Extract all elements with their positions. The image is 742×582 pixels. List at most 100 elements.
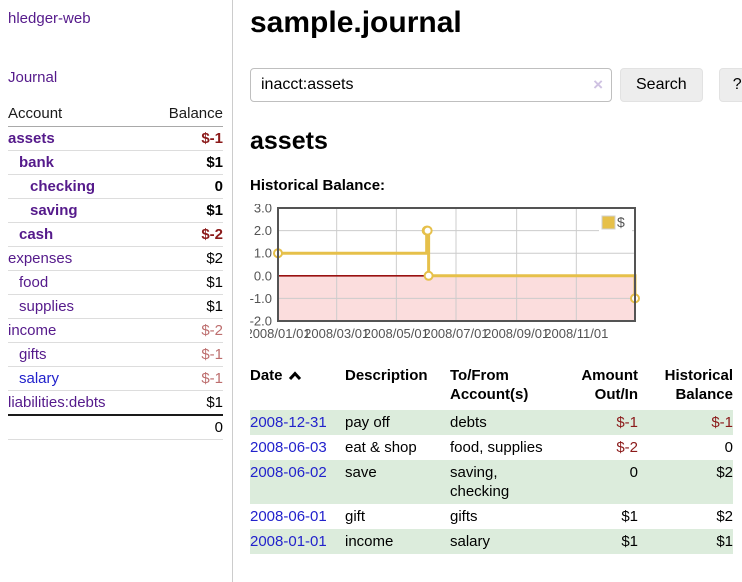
register-header-amount: Amount Out/In	[581, 367, 638, 403]
transaction-date-link[interactable]: 2008-06-03	[250, 439, 327, 456]
account-row: gifts $-1	[8, 342, 223, 367]
transaction-accounts: salary	[450, 529, 568, 554]
accounts-total-value: 0	[146, 414, 223, 440]
register-header-accounts: To/From Account(s)	[450, 367, 529, 403]
svg-text:2008/01/01: 2008/01/01	[250, 326, 311, 341]
sidebar-item-journal[interactable]: Journal	[8, 69, 58, 86]
account-balance: 0	[146, 174, 223, 199]
transaction-description: save	[345, 460, 450, 504]
account-row: supplies $1	[8, 294, 223, 319]
account-link[interactable]: food	[19, 274, 49, 291]
account-row: saving $1	[8, 198, 223, 223]
account-row: bank $1	[8, 150, 223, 175]
svg-text:2008/11/01: 2008/11/01	[544, 326, 608, 341]
account-row: income $-2	[8, 318, 223, 343]
register-header-row: Date Description To/From Account(s) Amou…	[250, 364, 733, 410]
transaction-description: pay off	[345, 410, 450, 435]
account-balance: $-2	[146, 318, 223, 343]
transaction-accounts: food, supplies	[450, 439, 543, 456]
account-balance: $1	[146, 294, 223, 319]
transaction-description: income	[345, 529, 450, 554]
account-link[interactable]: cash	[19, 226, 54, 243]
transaction-accounts: gifts	[450, 508, 478, 525]
svg-text:2008/03/01: 2008/03/01	[304, 326, 369, 341]
svg-text:3.0: 3.0	[254, 204, 272, 216]
accounts-header-row: Account Balance	[8, 101, 223, 127]
register-row: 2008-06-02 save saving, checking 0 $2	[250, 460, 733, 504]
transaction-date-link[interactable]: 2008-12-31	[250, 414, 327, 431]
accounts-total-row: 0	[8, 414, 223, 440]
register-row: 2008-06-01 gift gifts $1 $2	[250, 504, 733, 529]
accounts-header-balance: Balance	[146, 101, 223, 127]
transaction-amount: $-1	[568, 410, 646, 435]
svg-text:-2.0: -2.0	[250, 314, 272, 329]
account-balance: $1	[206, 394, 223, 411]
account-link[interactable]: expenses	[8, 250, 73, 267]
account-row: food $1	[8, 270, 223, 295]
account-link[interactable]: salary	[19, 370, 60, 387]
chart-title: Historical Balance:	[250, 177, 386, 194]
account-row: cash $-2	[8, 222, 223, 247]
transaction-balance: $2	[716, 508, 733, 525]
register-header-description: Description	[345, 367, 428, 384]
app-brand-link[interactable]: hledger-web	[8, 10, 91, 27]
svg-text:2008/09/01: 2008/09/01	[484, 326, 549, 341]
account-link[interactable]: saving	[30, 202, 78, 219]
transaction-balance: $-1	[646, 410, 733, 435]
search-button[interactable]: Search	[620, 68, 703, 102]
account-balance: $-1	[146, 342, 223, 367]
sidebar: hledger-web Journal Account Balance asse…	[0, 0, 233, 582]
search-bar: × Search ?	[250, 68, 742, 102]
account-balance: $1	[146, 198, 223, 223]
transaction-balance: $1	[646, 529, 733, 554]
register-table: Date Description To/From Account(s) Amou…	[250, 364, 733, 554]
account-link[interactable]: bank	[19, 154, 55, 171]
account-link[interactable]: supplies	[19, 298, 75, 315]
accounts-table: Account Balance assets $-1 bank $1 checking 0…	[8, 101, 223, 440]
historical-balance-chart: $3.0 2.0 1.0 0.0 -1.0 -2.0 2008/01/01 2008/03/0…	[250, 204, 733, 344]
transaction-date-link[interactable]: 2008-06-02	[250, 464, 327, 481]
transaction-balance: $2	[646, 460, 733, 504]
svg-text:2.0: 2.0	[254, 223, 272, 238]
account-link[interactable]: liabilities:debts	[8, 394, 106, 411]
help-button[interactable]: ?	[718, 68, 742, 102]
account-balance: $-1	[146, 126, 223, 151]
account-link[interactable]: income	[8, 322, 57, 339]
transaction-accounts: debts	[450, 410, 568, 435]
register-row: 2008-12-31 pay off debts $-1 $-1	[250, 410, 733, 435]
transaction-date-link[interactable]: 2008-01-01	[250, 533, 327, 550]
svg-text:0.0: 0.0	[254, 268, 272, 283]
register-row: 2008-01-01 income salary $1 $1	[250, 529, 733, 554]
account-row: liabilities:debts $1	[8, 391, 223, 416]
transaction-description: eat & shop	[345, 439, 417, 456]
transaction-accounts: saving, checking	[450, 460, 568, 504]
account-heading: assets	[250, 127, 328, 155]
account-row: assets $-1	[8, 126, 223, 151]
account-balance: $-2	[146, 222, 223, 247]
search-input[interactable]	[250, 68, 612, 102]
sort-ascending-icon	[288, 367, 302, 386]
clear-search-icon[interactable]: ×	[593, 75, 603, 94]
svg-text:2008/07/01: 2008/07/01	[423, 326, 488, 341]
svg-text:2008/05/01: 2008/05/01	[364, 326, 429, 341]
svg-text:-1.0: -1.0	[250, 291, 272, 306]
balance-chart-svg: $3.0 2.0 1.0 0.0 -1.0 -2.02008/01/012008/03/0…	[250, 204, 640, 341]
register-row: 2008-06-03 eat & shop food, supplies $-2 0	[250, 435, 733, 460]
transaction-description: gift	[345, 508, 366, 525]
chart-legend: $	[599, 213, 632, 235]
account-link[interactable]: checking	[30, 178, 96, 195]
account-link[interactable]: gifts	[19, 346, 47, 363]
account-row: expenses $2	[8, 246, 223, 271]
account-balance: $-1	[146, 366, 223, 391]
account-row: salary $-1	[8, 366, 223, 391]
account-balance: $1	[146, 150, 223, 175]
main-content: sample.journal × Search ? assets Histori…	[250, 0, 742, 554]
register-header-date[interactable]: Date	[250, 364, 345, 410]
account-row: checking 0	[8, 174, 223, 199]
svg-text:1.0: 1.0	[254, 246, 272, 261]
page-title: sample.journal	[250, 6, 462, 39]
register-header-balance: Historical Balance	[664, 367, 733, 403]
account-link[interactable]: assets	[8, 130, 55, 147]
transaction-date-link[interactable]: 2008-06-01	[250, 508, 327, 525]
svg-text:$: $	[617, 214, 625, 230]
